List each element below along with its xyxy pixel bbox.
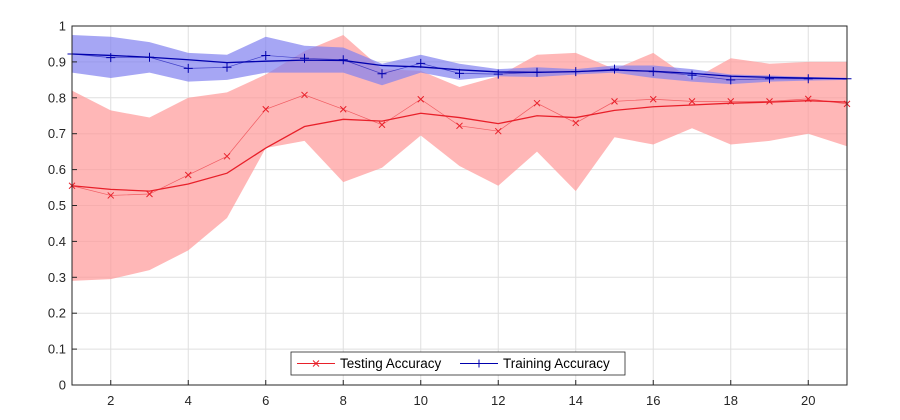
x-tick-label-7: 16 (646, 393, 660, 408)
marker-0-4 (223, 152, 231, 160)
legend-box (290, 351, 626, 376)
marker-0-3 (184, 171, 192, 179)
y-tick-label-1: 0.1 (48, 342, 66, 357)
y-tick-label-3: 0.3 (48, 270, 66, 285)
marker-0-18 (766, 98, 773, 105)
x-tick-label-9: 20 (801, 393, 815, 408)
legend-item-testing: Testing Accuracy (297, 356, 442, 371)
marker-1-17 (726, 75, 736, 85)
marker-0-14 (611, 98, 618, 105)
x-tick-label-4: 10 (414, 393, 428, 408)
marker-0-13 (572, 119, 580, 127)
marker-1-2 (145, 52, 154, 62)
y-tick-label-9: 0.9 (48, 54, 66, 69)
marker-1-4 (222, 62, 232, 72)
x-tick-label-2: 6 (262, 393, 269, 408)
marker-1-13 (571, 67, 581, 77)
marker-0-16 (688, 98, 696, 105)
marker-0-11 (494, 127, 502, 135)
y-tick-label-0: 0 (59, 378, 66, 393)
marker-0-19 (804, 95, 812, 103)
y-tick-label-7: 0.7 (48, 126, 66, 141)
y-tick-label-10: 1 (59, 19, 66, 34)
marker-1-6 (300, 53, 309, 63)
x-tick-label-0: 2 (107, 393, 114, 408)
legend-item-training: Training Accuracy (460, 356, 610, 371)
marker-1-8 (377, 69, 387, 79)
y-tick-label-4: 0.4 (48, 234, 66, 249)
marker-1-15 (648, 67, 658, 77)
y-tick-label-5: 0.5 (48, 198, 66, 213)
marker-1-19 (803, 74, 813, 84)
marker-0-12 (533, 99, 541, 107)
marker-0-1 (107, 192, 115, 199)
y-axis-ticks: 0 0.1 0.2 0.3 0.4 0.5 0.6 0.7 0.8 0.9 1 (48, 19, 77, 393)
legend-label-training: Training Accuracy (503, 356, 610, 371)
marker-1-18 (765, 74, 774, 84)
marker-0-10 (456, 122, 463, 130)
marker-0-7 (339, 105, 347, 113)
x-tick-label-5: 12 (491, 393, 505, 408)
x-axis-ticks: 2 4 6 8 10 12 14 16 18 20 (107, 380, 815, 408)
marker-0-6 (301, 91, 308, 99)
x-tick-label-3: 8 (340, 393, 347, 408)
marker-1-5 (261, 50, 271, 60)
y-tick-label-2: 0.2 (48, 306, 66, 321)
y-tick-label-6: 0.6 (48, 162, 66, 177)
x-tick-label-6: 14 (569, 393, 583, 408)
marker-1-1 (106, 53, 116, 63)
x-tick-label-1: 4 (185, 393, 192, 408)
y-tick-label-8: 0.8 (48, 90, 66, 105)
marker-1-14 (610, 64, 619, 74)
marker-1-11 (493, 69, 503, 79)
legend: Testing Accuracy Training Accuracy (290, 351, 626, 376)
trend-line-0 (71, 100, 848, 192)
legend-label-testing: Testing Accuracy (340, 356, 442, 371)
marker-1-12 (532, 67, 542, 77)
band-0 (72, 34, 847, 281)
marker-0-8 (378, 121, 386, 129)
marker-1-3 (183, 63, 193, 73)
marker-1-10 (455, 68, 464, 78)
marker-1-9 (416, 58, 426, 68)
marker-1-7 (338, 55, 348, 65)
legend-marker-training (475, 359, 483, 368)
x-tick-label-8: 18 (724, 393, 738, 408)
marker-1-16 (687, 70, 697, 80)
marker-0-2 (146, 190, 153, 198)
marker-0-15 (649, 95, 657, 103)
marker-0-5 (262, 105, 270, 113)
legend-marker-testing (312, 360, 320, 367)
marker-0-9 (417, 95, 425, 103)
marker-0-17 (727, 98, 735, 105)
